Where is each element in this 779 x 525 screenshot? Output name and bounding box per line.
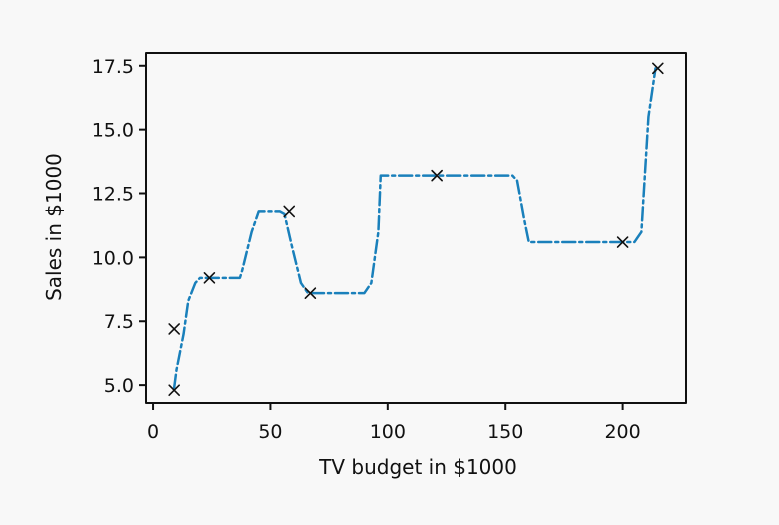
scatter-point (168, 384, 180, 397)
scatter-point (168, 323, 180, 335)
scatter-point (203, 272, 216, 284)
x-tick-label: 100 (370, 421, 406, 443)
y-tick-label: 7.5 (104, 311, 134, 333)
plot-frame (145, 52, 687, 404)
y-tick-label: 10.0 (92, 247, 134, 269)
x-tick-label: 150 (487, 421, 523, 443)
scatter-point (431, 169, 443, 182)
x-tick-label: 50 (258, 421, 282, 443)
scatter-point (283, 205, 296, 218)
x-tick-label: 200 (604, 421, 640, 443)
y-tick-label: 15.0 (92, 120, 134, 142)
series-line (172, 67, 657, 389)
x-tick-label: 0 (147, 421, 159, 443)
y-tick-label: 5.0 (104, 375, 134, 397)
y-axis-label: Sales in $1000 (42, 153, 66, 301)
scatter-point (652, 62, 664, 75)
y-tick-label: 12.5 (92, 184, 134, 206)
y-tick-label: 17.5 (92, 56, 134, 78)
scatter-point (616, 236, 629, 248)
x-axis-label: TV budget in $1000 (318, 455, 517, 479)
scatter-point (304, 287, 317, 299)
